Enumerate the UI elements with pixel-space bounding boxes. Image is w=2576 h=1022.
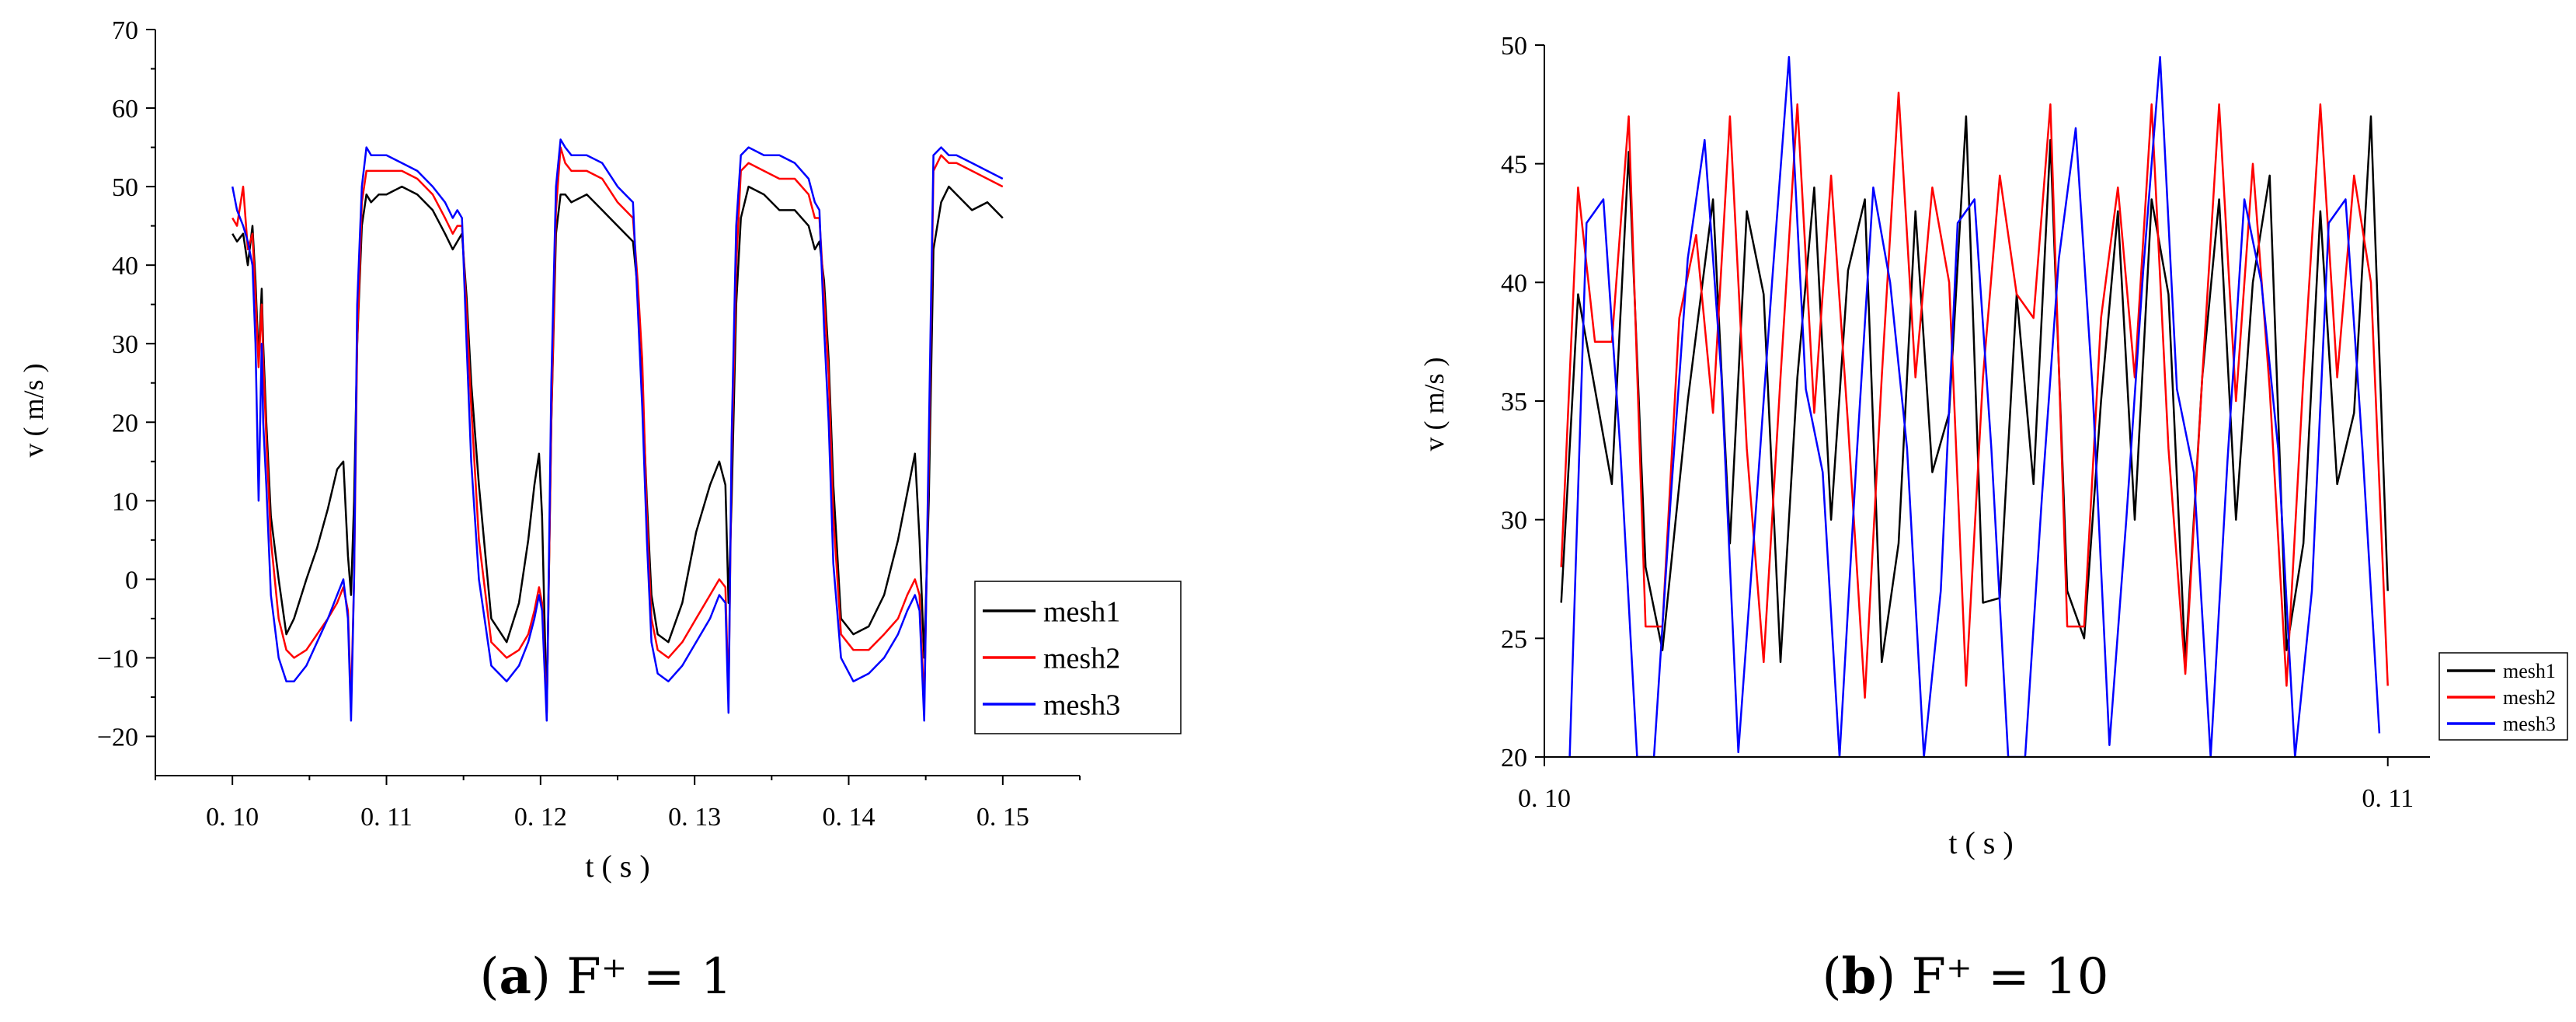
chart-panel-a: −20 −10 0 10 20 30 40 50 60 70 0. 10 0. 11 0. 12 0. 1… [18,16,1182,1006]
y-tick-label: 10 [112,487,138,516]
y-tick-label: 50 [1501,32,1527,61]
y-tick-label: 20 [1501,744,1527,773]
caption-a: (a) F⁺ = 1 [480,947,733,1006]
y-tick-label: 60 [112,95,138,124]
caption-b-letter: b [1841,947,1876,1006]
x-tick-label: 0. 13 [668,803,721,832]
chart-panel-b: 20 25 30 35 40 45 50 0. 10 0. 11 v ( m/s ) t ( s… [1419,32,2568,1006]
y-tick-label: 30 [112,330,138,359]
caption-a-text: F⁺ = 1 [566,948,732,1006]
caption-b-text: F⁺ = 10 [1912,948,2109,1006]
y-tick-label: 30 [1501,507,1527,535]
y-tick-label: 50 [112,173,138,202]
legend-a: mesh1 mesh2 mesh3 [974,581,1182,734]
x-tick-label: 0. 10 [1518,784,1571,813]
y-tick-label: 20 [112,409,138,438]
x-tick-label: 0. 14 [823,803,875,832]
series-line-mesh3 [1568,56,2381,757]
legend-label-mesh3: mesh3 [1043,689,1120,721]
series-line-mesh1 [231,185,1004,714]
x-tick-label: 0. 12 [514,803,567,832]
y-tick-label: −10 [97,644,138,673]
legend-label-mesh2: mesh2 [1043,642,1120,675]
series-line-mesh2 [1560,91,2389,699]
y-tick-label: 45 [1501,151,1527,180]
legend-label-mesh1: mesh1 [2503,660,2556,682]
y-tick-label: 35 [1501,388,1527,417]
legend-label-mesh2: mesh2 [2503,686,2556,709]
x-tick-label: 0. 11 [2362,784,2414,813]
x-tick-label: 0. 11 [360,803,413,832]
y-tick-label: 40 [1501,269,1527,298]
y-axis-label-b: v ( m/s ) [1419,358,1450,452]
legend-b: mesh1 mesh2 mesh3 [2438,652,2568,741]
caption-a-letter: a [499,947,531,1006]
y-tick-label: 0 [125,566,138,595]
y-tick-label: −20 [97,723,138,752]
x-axis-label-a: t ( s ) [585,849,649,884]
x-axis-label-b: t ( s ) [1948,825,2013,860]
x-tick-label: 0. 15 [976,803,1029,832]
y-tick-label: 25 [1501,625,1527,654]
y-axis-label-a: v ( m/s ) [18,364,49,458]
legend-label-mesh3: mesh3 [2503,713,2556,735]
caption-b: (b) F⁺ = 10 [1822,947,2109,1006]
y-tick-label: 40 [112,252,138,281]
legend-label-mesh1: mesh1 [1043,595,1120,628]
series-line-mesh1 [1560,115,2389,664]
x-tick-label: 0. 10 [206,803,259,832]
series-line-mesh3 [231,138,1004,722]
y-tick-label: 70 [112,16,138,45]
